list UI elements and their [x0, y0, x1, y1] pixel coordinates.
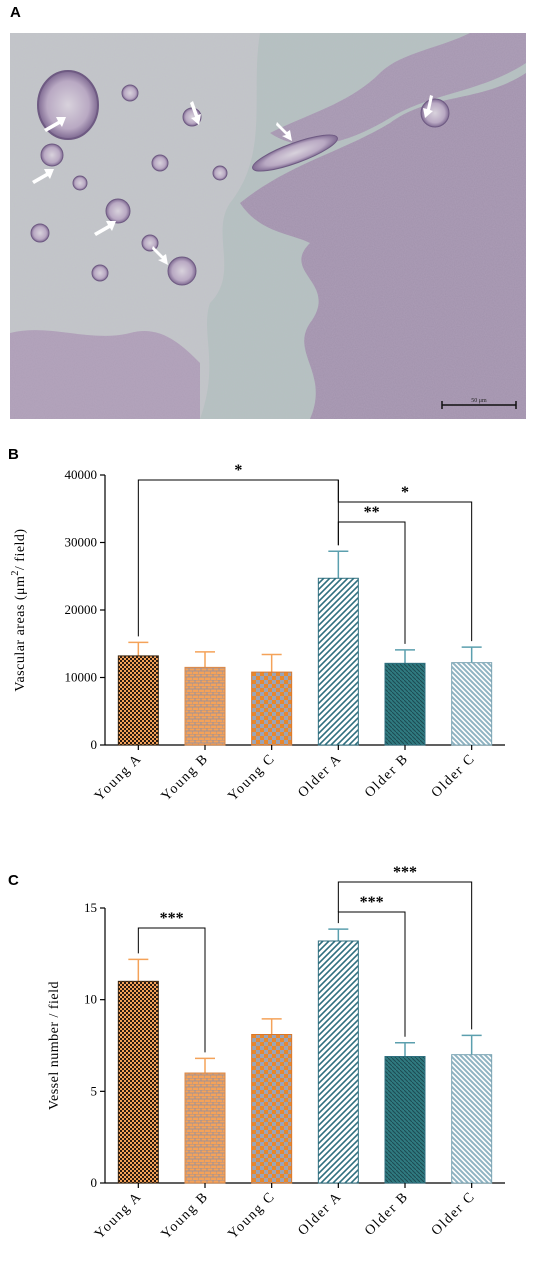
x-tick-label: Older A: [296, 1189, 346, 1239]
vascular-areas-chart: 0 10000 20000 30000 40000 Vascular areas (μm2…: [10, 462, 505, 804]
significance-label: *: [401, 484, 409, 501]
bar-older-a: [317, 940, 359, 1184]
x-tick-label: Older B: [362, 751, 412, 801]
scale-bar-label: 50 μm: [471, 398, 487, 404]
histology-micrograph: 50 μm: [10, 33, 526, 419]
x-tick-label: Older C: [429, 751, 479, 801]
significance-label: ***: [160, 910, 184, 927]
significance-label: ***: [393, 864, 417, 881]
significance-bracket: [337, 911, 406, 1037]
y-axis-label: Vascular areas (μm2/ field): [10, 528, 28, 691]
bar-young-c: [251, 671, 293, 746]
x-tick-label: Young C: [225, 751, 278, 804]
vessel-number-chart: 0 5 10 15 Vessel number / field Young A Young …: [47, 864, 505, 1242]
bar-older-c: [451, 1054, 493, 1184]
bar-older-b: [384, 1056, 426, 1184]
significance-bracket: [137, 479, 339, 637]
bar-young-a: [117, 980, 159, 1184]
bar-young-c: [251, 1034, 293, 1184]
significance-bracket: [337, 881, 473, 1030]
y-tick-label: 20000: [65, 602, 98, 617]
scale-bar: 50 μm: [441, 398, 517, 409]
white-arrow-icon: [32, 95, 433, 265]
significance-label: **: [364, 504, 380, 521]
significance-bracket: [337, 480, 473, 642]
y-axis-label: Vessel number / field: [47, 981, 62, 1110]
panel-b-label: B: [8, 446, 19, 463]
x-tick-label: Young B: [159, 751, 212, 804]
y-tick-label: 30000: [65, 535, 98, 550]
x-tick-label: Young B: [159, 1189, 212, 1242]
panel-c-label: C: [8, 872, 19, 889]
bar-young-b: [184, 666, 226, 746]
x-tick-label: Young C: [225, 1189, 278, 1242]
y-tick-label: 15: [84, 900, 97, 915]
x-tick-label: Young A: [92, 751, 145, 804]
significance-label: ***: [360, 894, 384, 911]
bar-older-c: [451, 662, 493, 746]
y-tick-label: 10: [84, 992, 97, 1007]
significance-label: *: [234, 462, 242, 479]
y-tick-label: 40000: [65, 467, 98, 482]
significance-bracket: [137, 927, 206, 1053]
y-tick-label: 0: [91, 737, 98, 752]
bar-older-b: [384, 662, 426, 746]
y-tick-label: 10000: [65, 670, 98, 685]
bar-older-a: [317, 577, 359, 746]
y-tick-label: 5: [91, 1083, 98, 1098]
y-tick-label: 0: [91, 1175, 98, 1190]
significance-bracket: [337, 521, 406, 644]
x-tick-label: Older A: [296, 751, 346, 801]
x-tick-label: Older B: [362, 1189, 412, 1239]
panel-a-label: A: [10, 4, 21, 21]
x-tick-label: Older C: [429, 1189, 479, 1239]
x-tick-label: Young A: [92, 1189, 145, 1242]
bar-young-b: [184, 1072, 226, 1184]
bar-young-a: [117, 655, 159, 746]
